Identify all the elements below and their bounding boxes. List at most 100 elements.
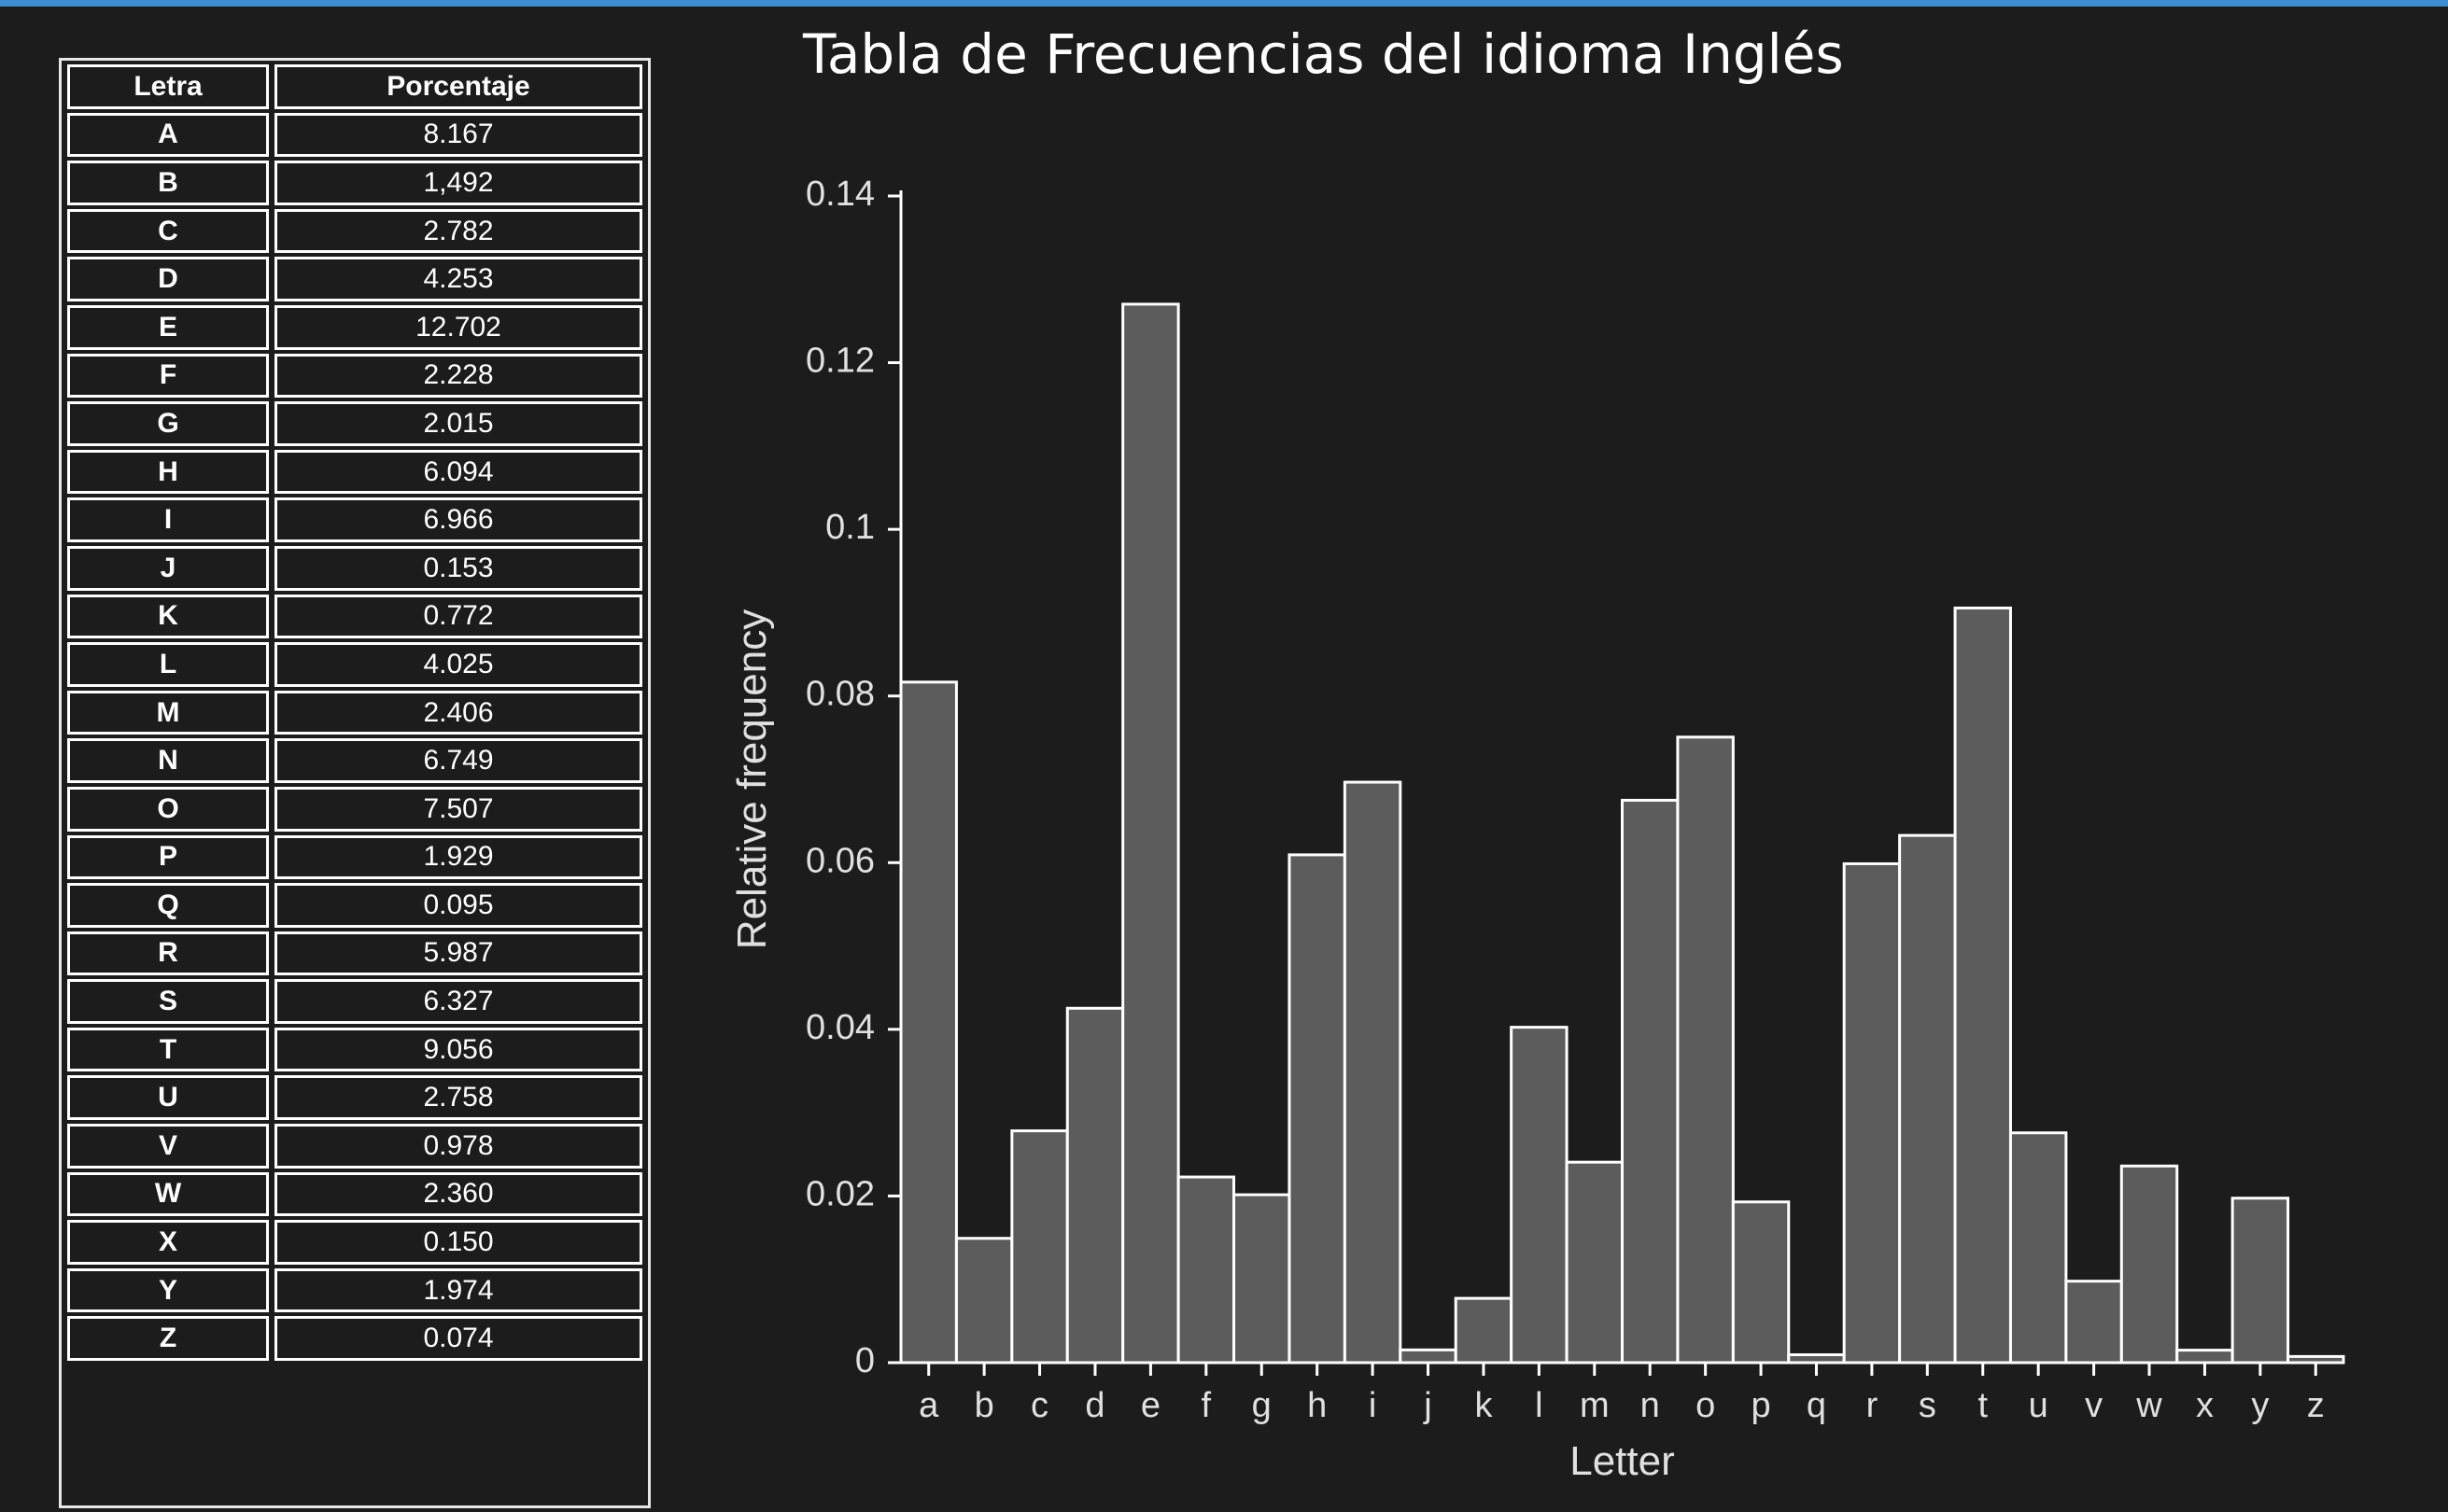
- percentage-cell: 9.056: [274, 1027, 642, 1072]
- percentage-cell: 0.772: [274, 594, 642, 639]
- x-tick-label: d: [1085, 1386, 1104, 1425]
- percentage-cell: 1,492: [274, 161, 642, 205]
- x-tick-label: g: [1252, 1386, 1272, 1425]
- letter-cell: Y: [67, 1267, 269, 1313]
- percentage-cell: 5.987: [274, 931, 642, 976]
- letter-cell: Q: [67, 883, 269, 928]
- percentage-cell: 0.150: [274, 1220, 642, 1265]
- x-tick-label: k: [1474, 1386, 1493, 1425]
- x-tick-label: w: [2135, 1386, 2162, 1425]
- top-accent-bar: [0, 0, 2448, 7]
- percentage-cell: 6.327: [274, 979, 642, 1024]
- letter-cell: J: [67, 545, 269, 591]
- y-tick-label: 0: [855, 1341, 875, 1380]
- bar-c: [1010, 1129, 1069, 1365]
- y-tick-label: 0.12: [806, 342, 875, 381]
- x-tick-label: y: [2251, 1386, 2269, 1425]
- table-row: T 9.056: [67, 1027, 642, 1072]
- bar-i: [1343, 780, 1402, 1365]
- y-tick-label: 0.1: [825, 508, 875, 547]
- bar-t: [1953, 606, 2012, 1365]
- bar-j: [1399, 1348, 1457, 1365]
- percentage-cell: 1.929: [274, 834, 642, 880]
- percentage-cell: 2.360: [274, 1171, 642, 1217]
- percentage-cell: 7.507: [274, 786, 642, 832]
- letter-cell: I: [67, 497, 269, 542]
- bar-k: [1454, 1296, 1513, 1365]
- bar-x: [2175, 1349, 2234, 1365]
- x-tick-label: n: [1640, 1386, 1660, 1425]
- x-tick-label: m: [1580, 1386, 1610, 1425]
- percentage-cell: 2.228: [274, 353, 642, 399]
- table-row: X 0.150: [67, 1220, 642, 1265]
- percentage-cell: 8.167: [274, 112, 642, 158]
- table-row: L 4.025: [67, 642, 642, 687]
- table-row: E 12.702: [67, 304, 642, 350]
- letter-cell: E: [67, 304, 269, 350]
- percentage-cell: 12.702: [274, 304, 642, 350]
- x-tick-label: q: [1807, 1386, 1826, 1425]
- table-row: P 1.929: [67, 834, 642, 880]
- table-row: H 6.094: [67, 449, 642, 495]
- letter-cell: M: [67, 690, 269, 735]
- column-header-letter: Letra: [67, 64, 269, 109]
- percentage-cell: 4.253: [274, 257, 642, 301]
- x-axis-title: Letter: [1569, 1438, 1675, 1484]
- bar-b: [954, 1237, 1014, 1365]
- x-tick-label: z: [2307, 1386, 2325, 1425]
- letter-cell: L: [67, 642, 269, 687]
- table-row: Y 1.974: [67, 1267, 642, 1313]
- x-tick-label: u: [2029, 1386, 2048, 1425]
- x-tick-label: h: [1307, 1386, 1327, 1425]
- letter-cell: H: [67, 449, 269, 495]
- letter-cell: Z: [67, 1316, 269, 1362]
- percentage-cell: 2.015: [274, 401, 642, 446]
- x-tick-label: x: [2196, 1386, 2214, 1425]
- bar-h: [1287, 853, 1346, 1365]
- percentage-cell: 0.074: [274, 1316, 642, 1362]
- letter-cell: V: [67, 1124, 269, 1169]
- table-row: B 1,492: [67, 161, 642, 205]
- y-tick-label: 0.02: [806, 1174, 875, 1213]
- y-axis-title: Relative frequency: [729, 609, 775, 949]
- x-tick-label: o: [1695, 1386, 1715, 1425]
- table-row: D 4.253: [67, 257, 642, 301]
- percentage-cell: 0.978: [274, 1124, 642, 1169]
- percentage-cell: 6.749: [274, 738, 642, 783]
- bar-n: [1621, 798, 1680, 1365]
- x-tick-label: s: [1919, 1386, 1936, 1425]
- table-header-row: Letra Porcentaje: [67, 64, 642, 109]
- percentage-cell: 0.153: [274, 545, 642, 591]
- letter-cell: U: [67, 1075, 269, 1121]
- bar-g: [1232, 1193, 1291, 1365]
- table-row: R 5.987: [67, 931, 642, 976]
- bar-v: [2064, 1280, 2123, 1365]
- x-tick-label: r: [1866, 1386, 1878, 1425]
- letter-cell: A: [67, 112, 269, 158]
- table-row: Z 0.074: [67, 1316, 642, 1362]
- bar-m: [1565, 1160, 1624, 1365]
- letter-cell: B: [67, 161, 269, 205]
- table-row: J 0.153: [67, 545, 642, 591]
- bar-l: [1510, 1026, 1569, 1365]
- bar-r: [1842, 861, 1902, 1365]
- bar-a: [899, 680, 958, 1365]
- y-tick-label: 0.06: [806, 841, 875, 880]
- frequency-table: Letra Porcentaje A 8.167 B 1,492 C 2.782 D 4.25…: [59, 58, 651, 1508]
- x-tick-label: a: [919, 1386, 939, 1425]
- table-row: O 7.507: [67, 786, 642, 832]
- letter-cell: W: [67, 1171, 269, 1217]
- y-tick-label: 0.14: [806, 175, 875, 214]
- percentage-cell: 1.974: [274, 1267, 642, 1313]
- letter-cell: O: [67, 786, 269, 832]
- letter-cell: R: [67, 931, 269, 976]
- table-row: M 2.406: [67, 690, 642, 735]
- percentage-cell: 0.095: [274, 883, 642, 928]
- x-tick-label: v: [2085, 1386, 2103, 1425]
- slide-title: Tabla de Frecuencias del idioma Inglés: [803, 22, 1844, 86]
- bar-y: [2230, 1197, 2290, 1365]
- percentage-cell: 2.406: [274, 690, 642, 735]
- y-tick-label: 0.04: [806, 1008, 875, 1047]
- table-row: A 8.167: [67, 112, 642, 158]
- percentage-cell: 4.025: [274, 642, 642, 687]
